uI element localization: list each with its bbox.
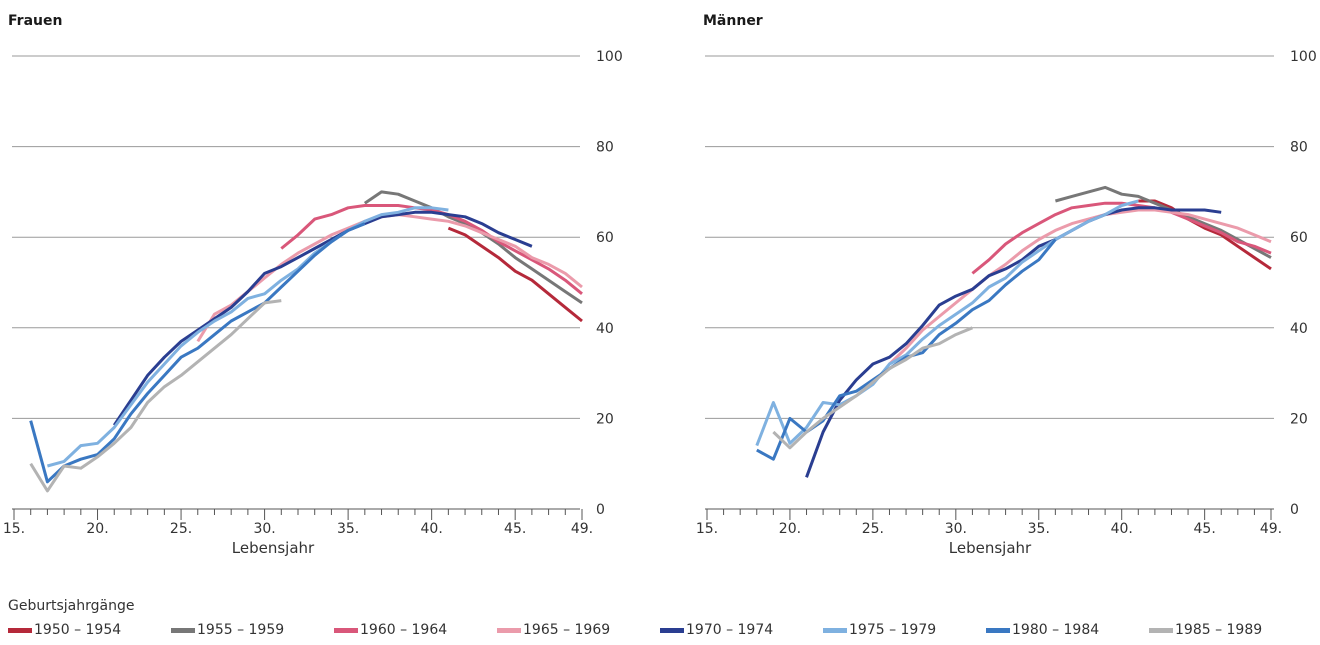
- y-tick-label: 60: [1290, 230, 1308, 246]
- x-tick-label: 35.: [1028, 521, 1050, 537]
- legend-swatch: [1149, 627, 1173, 633]
- legend-swatch: [8, 627, 32, 633]
- x-tick-label: 15.: [3, 521, 25, 537]
- y-tick-label: 40: [1290, 321, 1308, 337]
- legend-label: 1965 – 1969: [523, 622, 611, 638]
- series-line-1970-1974: [805, 206, 1222, 478]
- x-tick-label: 30.: [253, 521, 275, 537]
- series-line-1970-1974: [112, 210, 533, 427]
- legend-label: 1985 – 1989: [1175, 622, 1263, 638]
- chart-area: Frauen 0 20 40 60 80 100 15. 20. 25. 30. 35. 40. 45.…: [3, 13, 1317, 557]
- legend-item-1975-1979: 1975 – 1979: [823, 622, 986, 638]
- legend-item-1980-1984: 1980 – 1984: [986, 622, 1149, 638]
- series-line-1960-1964: [971, 201, 1272, 275]
- y-tick-label: 40: [596, 321, 614, 337]
- x-tick-label: 35.: [337, 521, 359, 537]
- legend-swatch: [986, 627, 1010, 633]
- legend-swatch: [497, 627, 521, 633]
- series-line-1965-1969: [196, 213, 583, 343]
- legend-label: 1950 – 1954: [34, 622, 122, 638]
- y-tick-label: 80: [596, 140, 614, 156]
- series-line-1975-1979: [47, 206, 449, 468]
- legend-items: 1950 – 1954 1955 – 1959 1960 – 1964 1965 – …: [8, 622, 1318, 638]
- x-tick-label: 20.: [779, 521, 801, 537]
- series-line-1955-1959: [363, 190, 583, 305]
- series-line-1955-1959: [1054, 185, 1272, 259]
- x-tick-label: 45.: [504, 521, 526, 537]
- y-tick-label: 60: [596, 230, 614, 246]
- x-tick-label: 15.: [696, 521, 718, 537]
- panel-title-frauen: Frauen: [8, 13, 62, 29]
- legend-item-1955-1959: 1955 – 1959: [171, 622, 334, 638]
- legend-label: 1975 – 1979: [849, 622, 937, 638]
- y-tick-label: 0: [596, 502, 605, 518]
- series-line-1965-1969: [888, 208, 1272, 366]
- x-tick-label: 45.: [1194, 521, 1216, 537]
- chart-panel-maenner: Männer 0 20 40 60 80 100 15. 20. 25. 30. 35. 40. 45.…: [696, 13, 1317, 557]
- x-tick-label: 25.: [862, 521, 884, 537]
- panel-title-maenner: Männer: [703, 13, 763, 29]
- legend-item-1985-1989: 1985 – 1989: [1149, 622, 1312, 638]
- legend-swatch: [823, 627, 847, 633]
- legend-swatch: [334, 627, 358, 633]
- x-axis-label: Lebensjahr: [232, 539, 315, 557]
- y-tick-label: 20: [596, 411, 614, 427]
- legend-swatch: [171, 627, 195, 633]
- x-tick-label: 20.: [86, 521, 108, 537]
- y-tick-label: 100: [596, 49, 623, 65]
- series-line-1985-1989: [772, 326, 973, 450]
- series-line-1985-1989: [29, 299, 282, 493]
- legend: Geburtsjahrgänge 1950 – 1954 1955 – 1959 1…: [8, 598, 1318, 638]
- x-tick-label: 30.: [945, 521, 967, 537]
- y-tick-label: 0: [1290, 502, 1299, 518]
- legend-swatch: [660, 627, 684, 633]
- series-line-1960-1964: [280, 204, 583, 295]
- x-axis-label: Lebensjahr: [949, 539, 1032, 557]
- legend-item-1965-1969: 1965 – 1969: [497, 622, 660, 638]
- x-tick-label: 49.: [571, 521, 593, 537]
- series-line-1980-1984: [29, 222, 366, 484]
- series-line-1975-1979: [755, 199, 1139, 447]
- x-tick-label: 40.: [1111, 521, 1133, 537]
- y-tick-label: 100: [1290, 49, 1317, 65]
- legend-title: Geburtsjahrgänge: [8, 598, 135, 614]
- legend-item-1970-1974: 1970 – 1974: [660, 622, 823, 638]
- legend-label: 1955 – 1959: [197, 622, 285, 638]
- series-line-1950-1954: [447, 226, 583, 323]
- x-tick-label: 40.: [421, 521, 443, 537]
- series-line-1950-1954: [1138, 199, 1272, 271]
- x-tick-label: 49.: [1260, 521, 1282, 537]
- legend-item-1950-1954: 1950 – 1954: [8, 622, 171, 638]
- x-tick-label: 25.: [170, 521, 192, 537]
- legend-item-1960-1964: 1960 – 1964: [334, 622, 497, 638]
- legend-label: 1960 – 1964: [360, 622, 448, 638]
- legend-label: 1970 – 1974: [686, 622, 774, 638]
- chart-panel-frauen: Frauen 0 20 40 60 80 100 15. 20. 25. 30. 35. 40. 45.…: [3, 13, 623, 557]
- y-tick-label: 80: [1290, 140, 1308, 156]
- y-tick-label: 20: [1290, 411, 1308, 427]
- legend-label: 1980 – 1984: [1012, 622, 1100, 638]
